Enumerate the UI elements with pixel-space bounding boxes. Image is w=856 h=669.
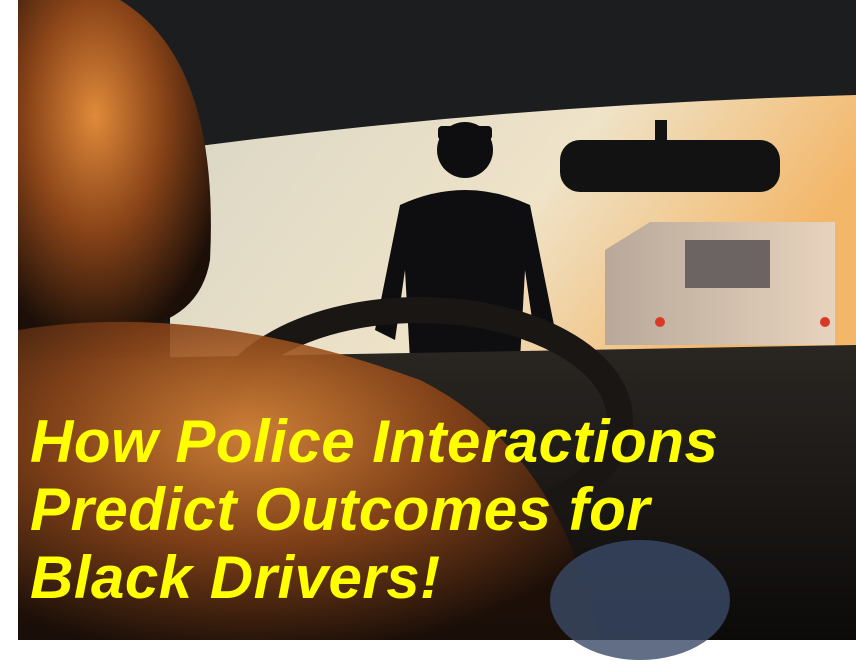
page: How Police Interactions Predict Outcomes… [0,0,856,669]
headline: How Police Interactions [30,412,718,472]
headline: Black Drivers! [30,548,441,608]
headline: Predict Outcomes for [30,480,650,540]
